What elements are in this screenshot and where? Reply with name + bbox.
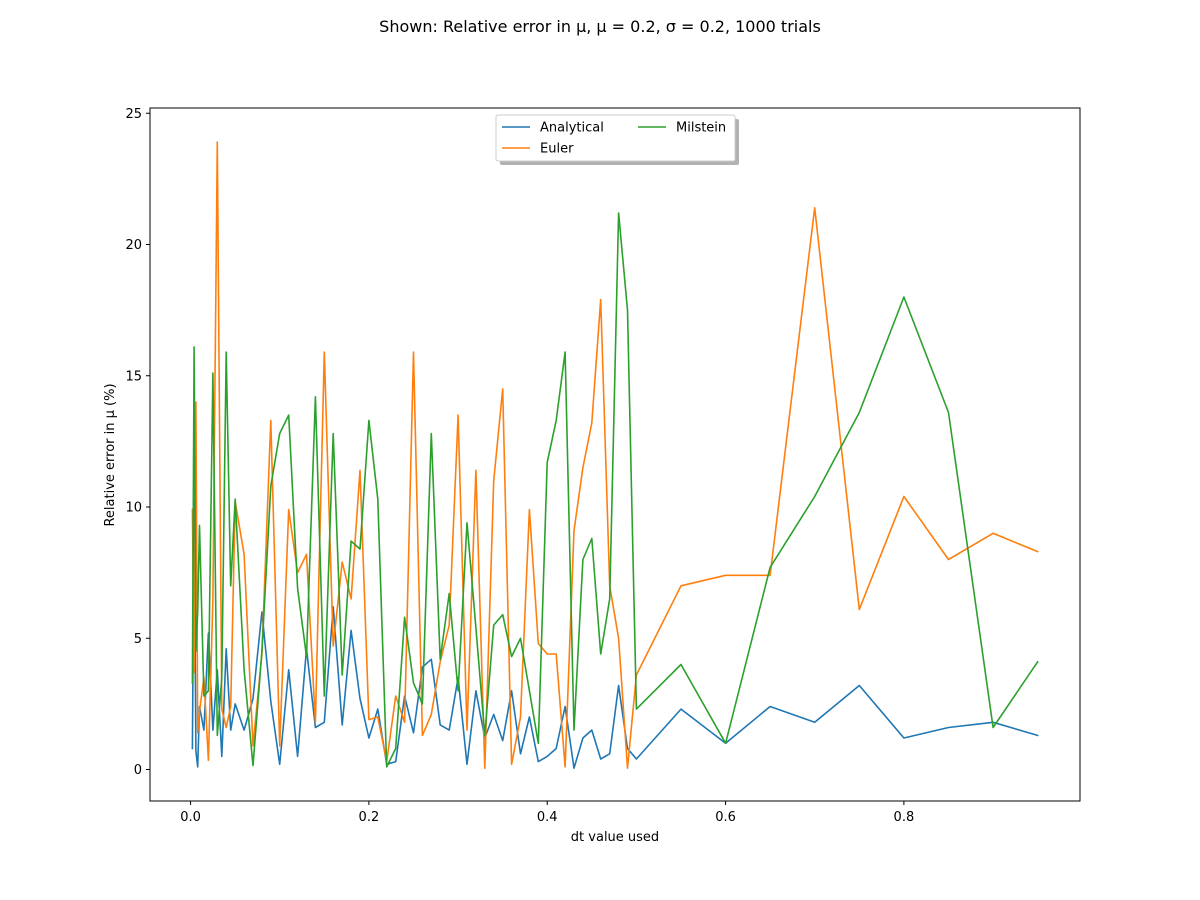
legend-box [495, 114, 736, 162]
x-tick-label: 0.2 [359, 810, 380, 825]
y-tick-label: 10 [125, 501, 142, 516]
x-axis-ticks: 0.0 0.2 0.4 0.6 0.8 [180, 801, 914, 825]
x-tick-label: 0.4 [537, 810, 558, 825]
y-axis-ticks: 0 5 10 15 20 25 [125, 107, 150, 778]
series-line-milstein [191, 212, 1039, 768]
series-line-euler [191, 141, 1039, 770]
chart-title: Shown: Relative error in μ, μ = 0.2, σ =… [379, 17, 821, 36]
y-tick-label: 15 [125, 369, 142, 384]
plot-area-frame [149, 107, 1081, 802]
legend-label-milstein: Milstein [676, 121, 726, 136]
y-tick-label: 5 [134, 632, 142, 647]
legend-label-analytical: Analytical [540, 121, 604, 136]
x-tick-label: 0.0 [180, 810, 201, 825]
y-tick-label: 0 [134, 763, 142, 778]
x-tick-label: 0.6 [715, 810, 736, 825]
y-tick-label: 25 [125, 107, 142, 122]
y-tick-label: 20 [125, 238, 142, 253]
y-axis-label: Relative error in μ (%) [103, 383, 118, 526]
x-tick-label: 0.8 [894, 810, 915, 825]
series-layer [191, 141, 1039, 770]
legend: Analytical Euler Milstein [495, 114, 739, 165]
series-line-analytical [191, 498, 1039, 770]
legend-label-euler: Euler [540, 142, 574, 157]
x-axis-label: dt value used [571, 830, 659, 845]
